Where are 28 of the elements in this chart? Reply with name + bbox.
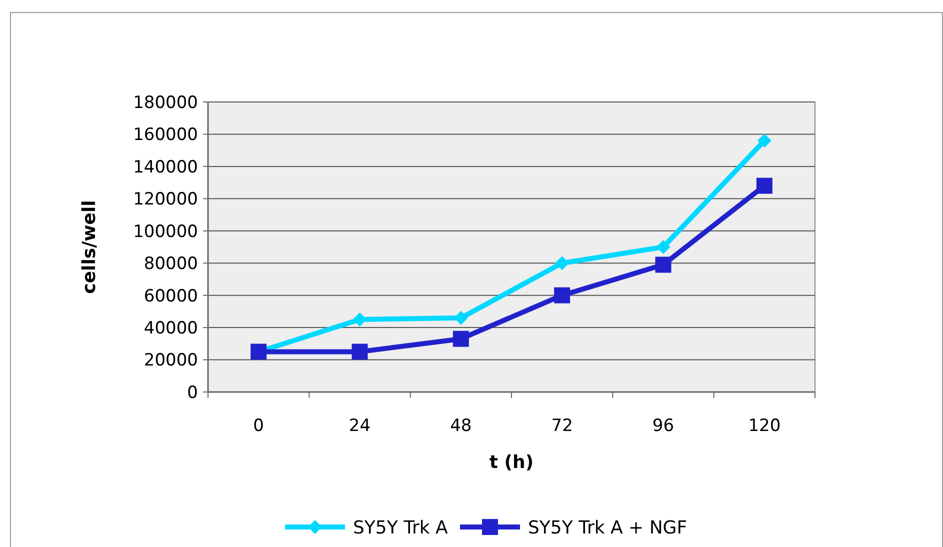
y-axis-title: cells/well [79, 200, 100, 294]
x-tick-label: 96 [652, 416, 674, 436]
point [655, 256, 672, 273]
x-tick-label: 72 [551, 416, 573, 436]
y-tick-label: 0 [187, 382, 198, 403]
point [555, 256, 570, 270]
point [757, 134, 772, 148]
x-tick-label: 0 [253, 416, 264, 436]
point [756, 178, 772, 194]
legend-label: SY5Y Trk A [353, 517, 448, 538]
point [352, 344, 368, 360]
y-tick-label: 80000 [144, 254, 198, 274]
y-tick-label: 160000 [133, 125, 198, 146]
x-tick-label: 120 [748, 416, 781, 436]
point [554, 287, 570, 304]
y-tick-label: 180000 [133, 92, 198, 113]
legend-label: SY5Y Trk A + NGF [528, 517, 688, 538]
point [656, 240, 670, 254]
y-tick-label: 60000 [144, 286, 198, 306]
y-tick-label: 140000 [133, 157, 198, 178]
x-tick-label: 48 [450, 416, 472, 436]
y-tick-label: 40000 [144, 318, 198, 339]
y-tick-label: 20000 [144, 350, 198, 371]
x-axis-title: t (h) [489, 452, 534, 473]
x-tick-label: 24 [348, 416, 371, 436]
y-tick-label: 120000 [133, 190, 198, 210]
y-tick-label: 100000 [133, 222, 198, 242]
point [452, 330, 469, 347]
